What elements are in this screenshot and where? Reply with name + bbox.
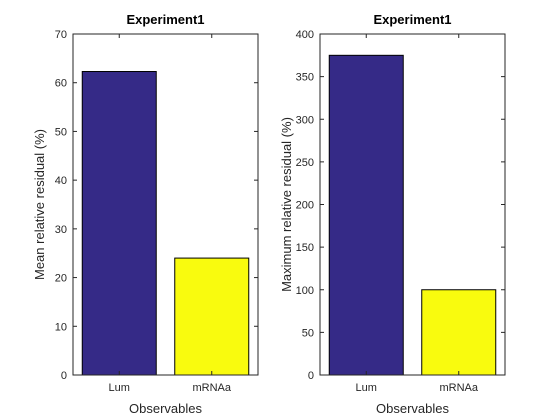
y-tick-label: 70	[55, 29, 67, 41]
y-tick-label: 40	[55, 175, 67, 187]
x-tick-label: Lum	[109, 382, 130, 394]
y-tick-label: 0	[308, 370, 314, 382]
y-tick-label: 10	[55, 321, 67, 333]
y-tick-label: 60	[55, 78, 67, 90]
y-tick-label: 0	[61, 370, 67, 382]
chart-title: Experiment1	[126, 12, 204, 27]
y-tick-label: 20	[55, 273, 67, 285]
y-tick-label: 30	[55, 224, 67, 236]
y-tick-label: 400	[296, 29, 314, 41]
x-tick-label: mRNAa	[192, 382, 231, 394]
bar-lum	[328, 54, 404, 376]
bar-mrnaa	[174, 257, 250, 376]
y-axis-label: Maximum relative residual (%)	[279, 117, 294, 292]
y-tick-label: 50	[55, 126, 67, 138]
x-tick-label: Lum	[356, 382, 377, 394]
y-axis-label: Mean relative residual (%)	[32, 129, 47, 280]
x-axis-label: Observables	[129, 401, 202, 416]
x-tick-label: mRNAa	[439, 382, 478, 394]
x-axis-label: Observables	[376, 401, 449, 416]
bar-lum	[81, 71, 157, 376]
y-tick-label: 50	[302, 327, 314, 339]
y-tick-label: 100	[296, 285, 314, 297]
y-tick-label: 150	[296, 242, 314, 254]
axes-box	[72, 33, 259, 376]
chart-max-residual: Experiment1 Observables Maximum relative…	[279, 12, 506, 416]
y-tick-label: 300	[296, 114, 314, 126]
y-tick-label: 200	[296, 200, 314, 212]
y-tick-label: 250	[296, 157, 314, 169]
y-tick-label: 350	[296, 72, 314, 84]
chart-title: Experiment1	[373, 12, 451, 27]
chart-mean-residual: Experiment1 Observables Mean relative re…	[32, 12, 259, 416]
bar-mrnaa	[421, 289, 497, 376]
